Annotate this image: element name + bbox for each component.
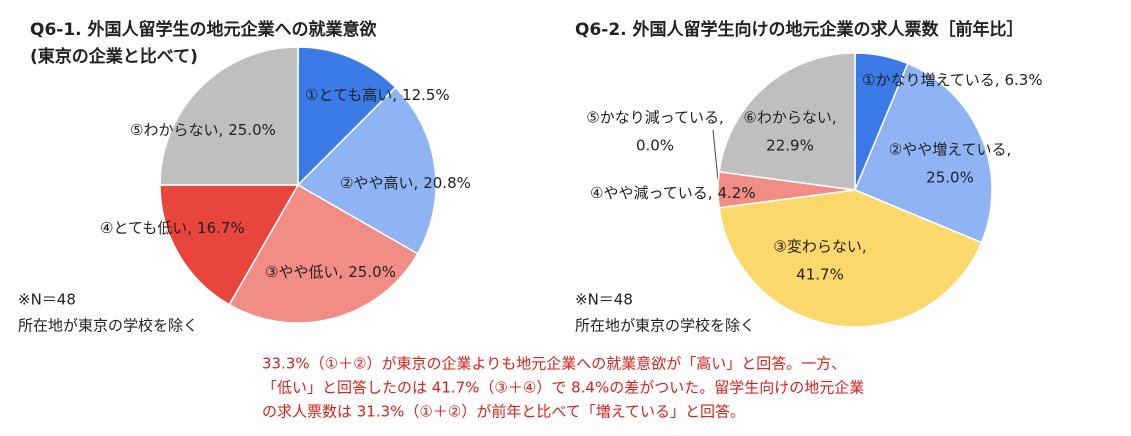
category-label: ③変わらない, — [773, 238, 866, 256]
value-label: 0.0% — [636, 137, 674, 155]
pie-slice — [159, 46, 299, 186]
slice-label: ④やや減っている, 4.2% — [590, 184, 756, 202]
category-label: ④やや減っている, — [590, 184, 712, 202]
category-label: ①かなり増えている, — [862, 71, 999, 89]
annotation: 33.3%（①＋②）が東京の企業よりも地元企業への就業意欲が「高い」と回答。一方… — [262, 355, 846, 373]
annotation: の求人票数は 31.3%（①＋②）が前年と比べて「増えている」と回答。 — [262, 403, 745, 421]
pie-slice — [718, 52, 856, 191]
category-label: ⑥わからない, — [743, 109, 836, 127]
category-label: ②やや高い, — [340, 174, 418, 192]
slice-label: ⑤わからない, 25.0% — [130, 121, 276, 139]
pie-slice — [159, 184, 300, 306]
note: 所在地が東京の学校を除く — [18, 317, 198, 335]
category-label: ⑤わからない, — [130, 121, 223, 139]
note: 所在地が東京の学校を除く — [575, 317, 755, 335]
value-label: 6.3% — [1004, 71, 1042, 89]
pie-slice — [228, 183, 419, 324]
value-label: 25.0% — [926, 169, 974, 187]
pie-slice — [854, 62, 993, 244]
pie-slice — [718, 189, 983, 328]
value-label: 41.7% — [796, 266, 844, 284]
category-label: ①とても高い, — [305, 86, 397, 104]
annotation: 「低い」と回答したのは 41.7%（③＋④）で 8.4%の差がついた。留学生向け… — [262, 379, 864, 397]
value-label: 4.2% — [717, 184, 755, 202]
chart-title: Q6-2. 外国人留学生向けの地元企業の求人票数［前年比］ — [575, 19, 1024, 40]
category-label: ④とても低い, — [100, 219, 192, 237]
value-label: 25.0% — [228, 121, 276, 139]
slice-label: ①とても高い, 12.5% — [305, 86, 450, 104]
chart-subtitle: (東京の企業と比べて) — [30, 46, 198, 67]
slice-label: ②やや高い, 20.8% — [340, 174, 471, 192]
slice-label: ③やや低い, 25.0% — [265, 263, 396, 281]
chart-title: Q6-1. 外国人留学生の地元企業への就業意欲 — [30, 19, 377, 40]
value-label: 12.5% — [402, 86, 450, 104]
value-label: 20.8% — [423, 174, 471, 192]
value-label: 22.9% — [766, 137, 814, 155]
slice-label: ④とても低い, 16.7% — [100, 219, 245, 237]
slice-label: ①かなり増えている, 6.3% — [862, 71, 1043, 89]
pie-slice — [296, 86, 437, 255]
value-label: 25.0% — [348, 263, 396, 281]
pie-slice — [297, 46, 397, 187]
category-label: ②やや増えている, — [889, 141, 1011, 159]
value-label: 16.7% — [197, 219, 245, 237]
note: ※N＝48 — [575, 291, 633, 309]
category-label: ⑤かなり減っている, — [586, 109, 723, 127]
note: ※N＝48 — [18, 291, 76, 309]
category-label: ③やや低い, — [265, 263, 343, 281]
